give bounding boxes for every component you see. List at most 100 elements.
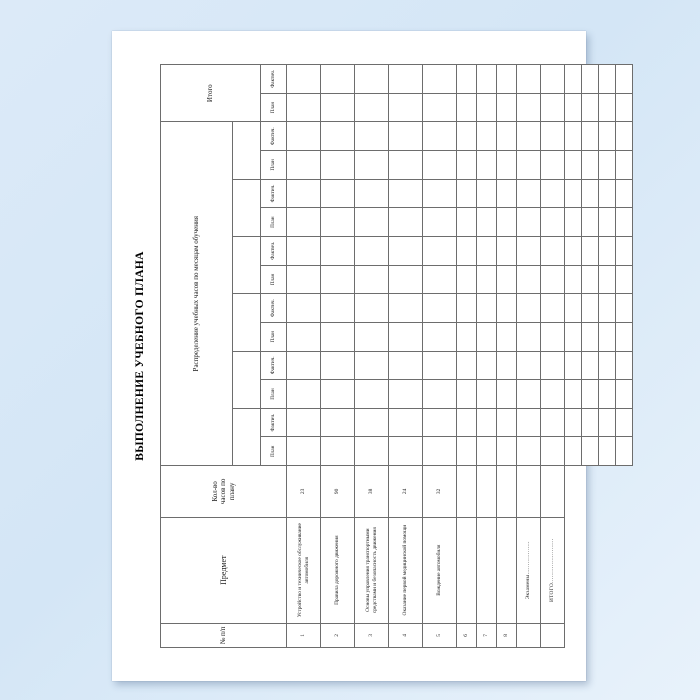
blank-cell[interactable]	[581, 436, 599, 466]
data-cell[interactable]	[286, 379, 321, 409]
blank-cell[interactable]	[615, 293, 633, 323]
blank-cell[interactable]	[598, 150, 616, 180]
data-cell[interactable]	[476, 322, 497, 352]
blank-cell[interactable]	[598, 64, 616, 94]
data-cell[interactable]	[422, 379, 457, 409]
blank-cell[interactable]	[581, 265, 599, 294]
blank-cell[interactable]	[598, 121, 616, 151]
data-cell[interactable]	[286, 121, 321, 151]
data-cell[interactable]	[320, 236, 355, 266]
data-cell[interactable]	[496, 408, 517, 437]
data-cell[interactable]	[456, 93, 477, 122]
footer-hours[interactable]	[516, 465, 541, 518]
data-cell[interactable]	[422, 150, 457, 180]
blank-cell[interactable]	[615, 179, 633, 208]
data-cell[interactable]	[320, 293, 355, 323]
data-cell[interactable]	[456, 64, 477, 94]
data-cell[interactable]	[354, 379, 389, 409]
data-cell[interactable]	[422, 121, 457, 151]
data-cell[interactable]	[422, 64, 457, 94]
blank-cell[interactable]	[581, 93, 599, 122]
row-subject[interactable]: Вождение автомобиля	[422, 517, 457, 624]
blank-cell[interactable]	[598, 351, 616, 380]
data-cell[interactable]	[320, 322, 355, 352]
data-cell[interactable]	[456, 150, 477, 180]
data-cell[interactable]	[496, 93, 517, 122]
blank-cell[interactable]	[564, 179, 582, 208]
data-cell[interactable]	[422, 408, 457, 437]
data-cell[interactable]	[496, 121, 517, 151]
blank-cell[interactable]	[581, 207, 599, 237]
data-cell[interactable]	[456, 265, 477, 294]
footer-cell[interactable]	[516, 351, 541, 380]
blank-cell[interactable]	[615, 207, 633, 237]
data-cell[interactable]	[476, 121, 497, 151]
row-subject[interactable]	[496, 517, 517, 624]
data-cell[interactable]	[422, 93, 457, 122]
blank-cell[interactable]	[581, 64, 599, 94]
row-hours[interactable]: 90	[320, 465, 355, 518]
data-cell[interactable]	[496, 293, 517, 323]
data-cell[interactable]	[388, 293, 423, 323]
data-cell[interactable]	[320, 150, 355, 180]
data-cell[interactable]	[388, 93, 423, 122]
blank-cell[interactable]	[564, 436, 582, 466]
data-cell[interactable]	[456, 408, 477, 437]
footer-cell[interactable]	[516, 265, 541, 294]
data-cell[interactable]	[496, 150, 517, 180]
blank-cell[interactable]	[598, 207, 616, 237]
blank-cell[interactable]	[598, 293, 616, 323]
blank-cell[interactable]	[581, 379, 599, 409]
data-cell[interactable]	[320, 93, 355, 122]
data-cell[interactable]	[388, 179, 423, 208]
blank-cell[interactable]	[564, 64, 582, 94]
blank-cell[interactable]	[581, 179, 599, 208]
data-cell[interactable]	[422, 293, 457, 323]
blank-cell[interactable]	[564, 236, 582, 266]
data-cell[interactable]	[286, 265, 321, 294]
data-cell[interactable]	[476, 379, 497, 409]
data-cell[interactable]	[476, 179, 497, 208]
data-cell[interactable]	[286, 322, 321, 352]
data-cell[interactable]	[320, 379, 355, 409]
data-cell[interactable]	[320, 207, 355, 237]
row-hours[interactable]: 32	[422, 465, 457, 518]
blank-cell[interactable]	[598, 436, 616, 466]
blank-cell[interactable]	[564, 379, 582, 409]
data-cell[interactable]	[456, 436, 477, 466]
row-hours[interactable]	[496, 465, 517, 518]
data-cell[interactable]	[354, 207, 389, 237]
blank-cell[interactable]	[615, 121, 633, 151]
data-cell[interactable]	[476, 265, 497, 294]
data-cell[interactable]	[354, 150, 389, 180]
footer-cell[interactable]	[516, 179, 541, 208]
data-cell[interactable]	[422, 207, 457, 237]
data-cell[interactable]	[476, 207, 497, 237]
blank-cell[interactable]	[598, 408, 616, 437]
footer-cell[interactable]	[540, 436, 565, 466]
data-cell[interactable]	[286, 93, 321, 122]
data-cell[interactable]	[422, 236, 457, 266]
data-cell[interactable]	[496, 236, 517, 266]
row-subject[interactable]: Основы управления транспортными средства…	[354, 517, 389, 624]
blank-cell[interactable]	[615, 64, 633, 94]
data-cell[interactable]	[320, 436, 355, 466]
data-cell[interactable]	[354, 236, 389, 266]
data-cell[interactable]	[388, 436, 423, 466]
data-cell[interactable]	[354, 64, 389, 94]
blank-cell[interactable]	[615, 93, 633, 122]
data-cell[interactable]	[388, 121, 423, 151]
data-cell[interactable]	[388, 64, 423, 94]
data-cell[interactable]	[286, 179, 321, 208]
data-cell[interactable]	[496, 379, 517, 409]
blank-cell[interactable]	[615, 150, 633, 180]
blank-cell[interactable]	[581, 322, 599, 352]
data-cell[interactable]	[476, 408, 497, 437]
footer-cell[interactable]	[516, 236, 541, 266]
row-hours[interactable]: 24	[388, 465, 423, 518]
footer-cell[interactable]	[516, 408, 541, 437]
footer-cell[interactable]	[540, 64, 565, 94]
blank-cell[interactable]	[615, 351, 633, 380]
footer-cell[interactable]	[540, 179, 565, 208]
footer-cell[interactable]	[540, 236, 565, 266]
